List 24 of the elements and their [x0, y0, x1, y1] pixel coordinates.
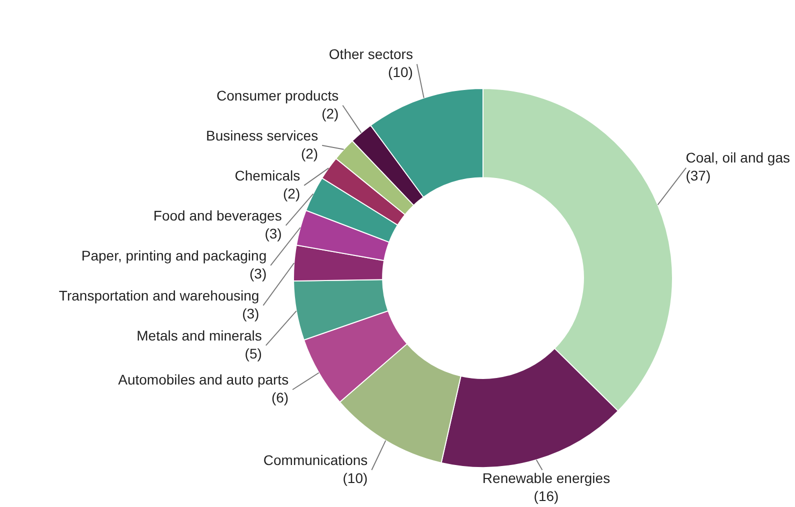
- slice-label: Chemicals: [234, 167, 300, 184]
- data-label: (3): [264, 225, 282, 242]
- data-label: (16): [534, 488, 559, 504]
- data-label: (2): [283, 185, 300, 202]
- slice-label: Business services: [206, 127, 318, 144]
- data-label: (3): [249, 265, 267, 282]
- data-label: (10): [388, 64, 413, 80]
- data-label: (5): [244, 345, 262, 362]
- data-label: (2): [322, 105, 339, 122]
- slice-label: Other sectors: [328, 46, 413, 62]
- slice-label: Consumer products: [216, 87, 339, 104]
- slice-label: Automobiles and auto parts: [118, 371, 289, 388]
- data-label: (2): [300, 145, 318, 162]
- slice-label: Paper, printing and packaging: [81, 247, 267, 264]
- slice-label: Renewable energies: [482, 470, 610, 486]
- data-label: (6): [271, 389, 289, 406]
- slice-label: Transportation and warehousing: [58, 287, 260, 304]
- slice-label: Communications: [263, 452, 368, 468]
- data-label: (10): [342, 470, 368, 486]
- slice-label: Coal, oil and gas: [686, 150, 790, 166]
- slice-label: Food and beverages: [153, 207, 282, 224]
- data-label: (37): [686, 168, 711, 184]
- data-label: (3): [242, 305, 260, 322]
- slice-label: Metals and minerals: [136, 327, 262, 344]
